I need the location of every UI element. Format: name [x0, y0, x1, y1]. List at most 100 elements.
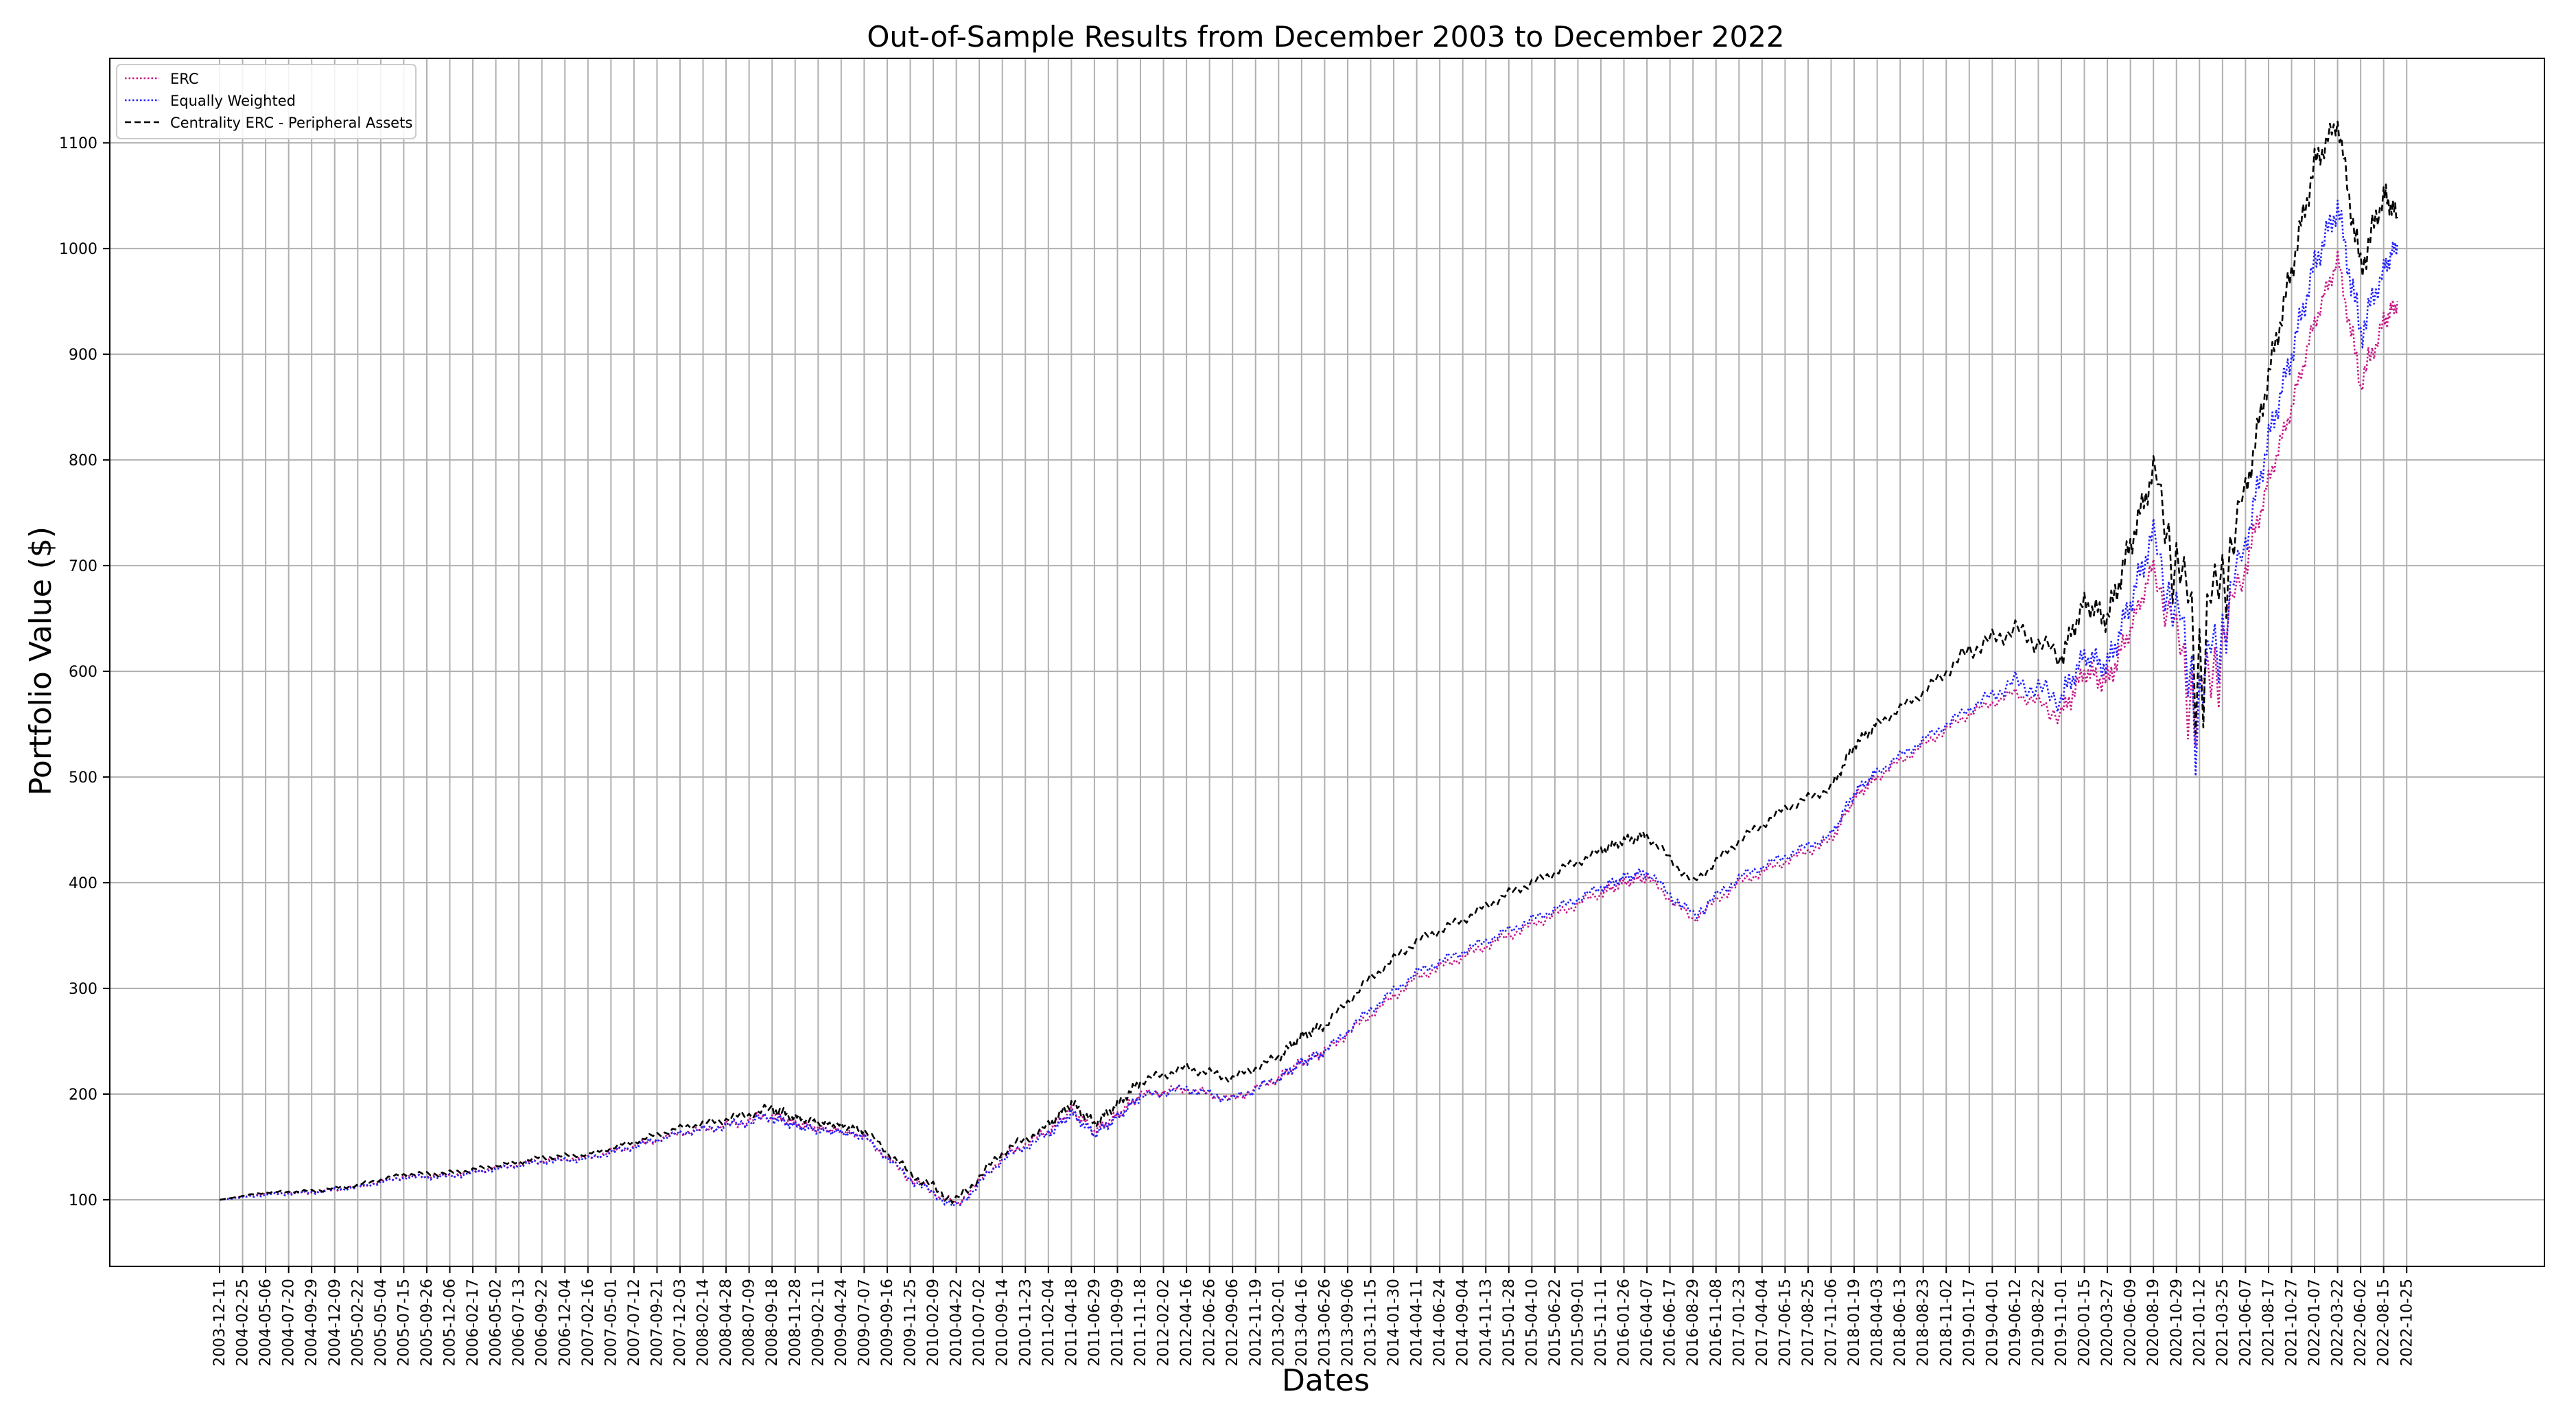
x-tick-label: 2019-06-12	[2007, 1279, 2024, 1367]
x-tick-label: 2021-06-07	[2237, 1279, 2254, 1367]
series-layer	[219, 120, 2399, 1207]
x-tick-label: 2014-01-30	[1385, 1279, 1403, 1367]
x-tick-label: 2015-04-10	[1523, 1279, 1541, 1367]
x-axis: 2003-12-11 2004-02-25 2004-05-06 2004-07-20…	[211, 1266, 2415, 1367]
x-tick-label: 2013-09-06	[1339, 1279, 1357, 1367]
x-tick-label: 2017-01-23	[1731, 1279, 1748, 1367]
x-tick-label: 2004-12-09	[327, 1279, 344, 1367]
x-tick-label: 2016-06-17	[1662, 1279, 1679, 1367]
x-tick-label: 2012-04-16	[1178, 1279, 1195, 1367]
x-tick-label: 2021-03-25	[2214, 1279, 2232, 1367]
x-tick-label: 2018-01-19	[1846, 1279, 1863, 1367]
x-tick-label: 2022-01-07	[2306, 1279, 2323, 1367]
x-tick-label: 2009-09-16	[879, 1279, 896, 1367]
x-tick-label: 2018-11-02	[1938, 1279, 1955, 1367]
x-tick-label: 2010-07-02	[971, 1279, 988, 1367]
grid	[110, 58, 2544, 1266]
x-tick-label: 2020-06-09	[2122, 1279, 2140, 1367]
x-tick-label: 2019-11-01	[2053, 1279, 2070, 1367]
x-tick-label: 2003-12-11	[211, 1279, 229, 1367]
y-tick-label: 400	[69, 875, 97, 892]
x-tick-label: 2009-04-24	[833, 1279, 850, 1367]
x-tick-label: 2011-06-29	[1086, 1279, 1103, 1367]
x-tick-label: 2007-09-21	[648, 1279, 666, 1367]
x-tick-label: 2005-02-22	[349, 1279, 366, 1367]
x-tick-label: 2010-11-23	[1017, 1279, 1034, 1367]
x-tick-label: 2022-08-15	[2376, 1279, 2393, 1367]
x-tick-label: 2014-09-04	[1455, 1279, 1472, 1367]
y-tick-label: 800	[69, 452, 97, 469]
x-tick-label: 2009-07-07	[856, 1279, 873, 1367]
x-tick-label: 2018-08-23	[1915, 1279, 1932, 1367]
x-tick-label: 2015-11-11	[1593, 1279, 1610, 1367]
x-tick-label: 2011-09-09	[1109, 1279, 1126, 1367]
y-tick-label: 1100	[59, 135, 97, 152]
x-tick-label: 2014-04-11	[1409, 1279, 1426, 1367]
x-tick-label: 2005-05-04	[373, 1279, 390, 1367]
x-tick-label: 2010-09-14	[994, 1279, 1011, 1367]
x-tick-label: 2011-04-18	[1063, 1279, 1080, 1367]
x-tick-label: 2007-12-03	[672, 1279, 689, 1367]
series-line-0	[219, 249, 2399, 1206]
y-axis-label: Portfolio Value ($)	[23, 526, 58, 796]
x-tick-label: 2012-09-06	[1224, 1279, 1241, 1367]
x-tick-label: 2007-05-01	[602, 1279, 620, 1367]
x-tick-label: 2020-01-15	[2076, 1279, 2094, 1367]
x-tick-label: 2012-06-26	[1202, 1279, 1219, 1367]
x-tick-label: 2019-01-17	[1961, 1279, 1978, 1367]
x-tick-label: 2006-07-13	[511, 1279, 528, 1367]
x-tick-label: 2016-01-26	[1616, 1279, 1633, 1367]
y-tick-label: 600	[69, 664, 97, 681]
x-tick-label: 2022-10-25	[2398, 1279, 2415, 1367]
x-tick-label: 2015-01-28	[1501, 1279, 1518, 1367]
legend: ERC Equally Weighted Centrality ERC - Peri…	[116, 64, 417, 139]
legend-label: Equally Weighted	[170, 93, 296, 109]
y-tick-label: 300	[69, 981, 97, 998]
x-tick-label: 2007-07-12	[626, 1279, 643, 1367]
y-tick-label: 200	[69, 1087, 97, 1104]
x-tick-label: 2019-04-01	[1984, 1279, 2001, 1367]
x-tick-label: 2021-10-27	[2284, 1279, 2301, 1367]
legend-box	[116, 64, 417, 139]
x-tick-label: 2012-11-19	[1248, 1279, 1265, 1367]
x-tick-label: 2017-11-06	[1823, 1279, 1840, 1367]
x-tick-label: 2018-04-03	[1869, 1279, 1886, 1367]
legend-label: Centrality ERC - Peripheral Assets	[170, 115, 412, 131]
x-tick-label: 2022-06-02	[2352, 1279, 2369, 1367]
x-tick-label: 2015-09-01	[1569, 1279, 1586, 1367]
x-tick-label: 2013-02-01	[1270, 1279, 1287, 1367]
x-tick-label: 2017-04-04	[1754, 1279, 1771, 1367]
x-tick-label: 2004-05-06	[257, 1279, 274, 1367]
x-tick-label: 2004-02-25	[235, 1279, 252, 1367]
legend-label: ERC	[170, 71, 198, 87]
x-tick-label: 2010-04-22	[948, 1279, 965, 1367]
x-tick-label: 2021-01-12	[2191, 1279, 2208, 1367]
x-tick-label: 2016-08-29	[1685, 1279, 1702, 1367]
x-tick-label: 2013-06-26	[1316, 1279, 1333, 1367]
x-tick-label: 2019-08-22	[2030, 1279, 2047, 1367]
x-tick-label: 2016-04-07	[1639, 1279, 1656, 1367]
x-tick-label: 2008-07-09	[741, 1279, 758, 1367]
x-tick-label: 2009-02-11	[810, 1279, 827, 1367]
x-tick-label: 2009-11-25	[902, 1279, 920, 1367]
y-tick-label: 1000	[59, 241, 97, 258]
x-tick-label: 2006-09-22	[534, 1279, 551, 1367]
series-line-2	[219, 120, 2399, 1204]
x-tick-label: 2007-02-16	[580, 1279, 597, 1367]
x-tick-label: 2011-02-04	[1040, 1279, 1057, 1367]
plot-frame	[109, 58, 2545, 1267]
x-tick-label: 2014-06-24	[1431, 1279, 1449, 1367]
x-tick-label: 2008-11-28	[787, 1279, 804, 1367]
y-tick-label: 900	[69, 347, 97, 364]
series-line-1	[219, 199, 2399, 1207]
x-tick-label: 2020-08-19	[2145, 1279, 2162, 1367]
x-tick-label: 2014-11-13	[1477, 1279, 1495, 1367]
x-tick-label: 2005-07-15	[395, 1279, 412, 1367]
x-tick-label: 2006-12-04	[557, 1279, 574, 1367]
x-axis-label: Dates	[1282, 1363, 1370, 1398]
x-tick-label: 2021-08-17	[2260, 1279, 2278, 1367]
x-tick-label: 2017-08-25	[1800, 1279, 1817, 1367]
x-tick-label: 2005-12-06	[442, 1279, 459, 1367]
